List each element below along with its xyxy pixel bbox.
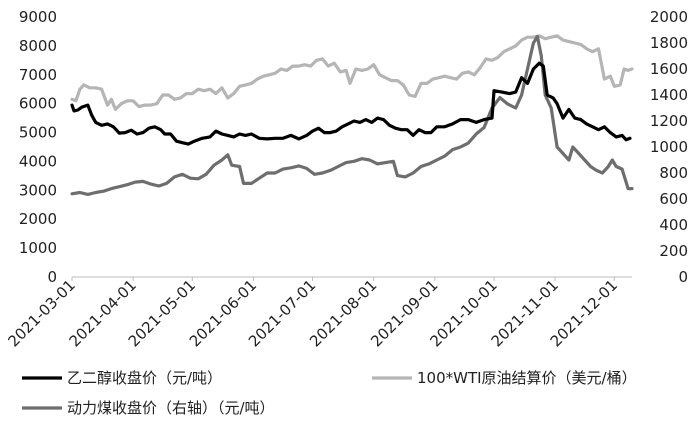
right-y-tick-label: 400 — [659, 216, 688, 234]
series-lines — [70, 34, 634, 196]
left-y-tick-label: 3000 — [19, 181, 57, 199]
left-y-tick-label: 8000 — [19, 37, 57, 55]
right-y-axis-ticks: 0 200 400 600 800 1000 1200 1400 1600 1800 2000 — [650, 8, 688, 286]
left-y-tick-label: 9000 — [19, 8, 57, 26]
legend-label-ethylene-glycol-close: 乙二醇收盘价（元/吨） — [67, 369, 222, 387]
left-y-tick-label: 0 — [47, 268, 57, 286]
right-y-tick-label: 200 — [659, 242, 688, 260]
left-y-tick-label: 2000 — [19, 210, 57, 228]
plot-area — [70, 34, 634, 278]
series-line-thermal-coal-close — [70, 34, 634, 196]
legend-label-thermal-coal-close: 动力煤收盘价（右轴）（元/吨） — [67, 399, 275, 417]
left-y-tick-label: 1000 — [19, 239, 57, 257]
right-y-tick-label: 1800 — [650, 34, 688, 52]
left-y-tick-label: 5000 — [19, 124, 57, 142]
left-y-axis-ticks: 0 1000 2000 3000 4000 5000 6000 7000 8000 9000 — [19, 8, 57, 286]
right-y-tick-label: 1200 — [650, 112, 688, 130]
left-y-tick-label: 6000 — [19, 95, 57, 113]
right-y-tick-label: 2000 — [650, 8, 688, 26]
left-y-tick-label: 7000 — [19, 66, 57, 84]
series-line-ethylene-glycol-close — [70, 61, 632, 146]
right-y-tick-label: 600 — [659, 190, 688, 208]
left-y-tick-label: 4000 — [19, 152, 57, 170]
right-y-tick-label: 1400 — [650, 86, 688, 104]
x-axis-ticks: 2021-03-012021-04-012021-05-012021-06-01… — [4, 276, 621, 350]
right-y-tick-label: 1600 — [650, 60, 688, 78]
right-y-tick-label: 0 — [678, 268, 688, 286]
legend-label-wti-crude-settlement: 100*WTI原油结算价（美元/桶） — [417, 369, 637, 387]
right-y-tick-label: 800 — [659, 164, 688, 182]
series-line-wti-crude-settlement — [70, 34, 634, 112]
legend: 乙二醇收盘价（元/吨） 100*WTI原油结算价（美元/桶） 动力煤收盘价（右轴）（… — [22, 369, 637, 417]
right-y-tick-label: 1000 — [650, 138, 688, 156]
